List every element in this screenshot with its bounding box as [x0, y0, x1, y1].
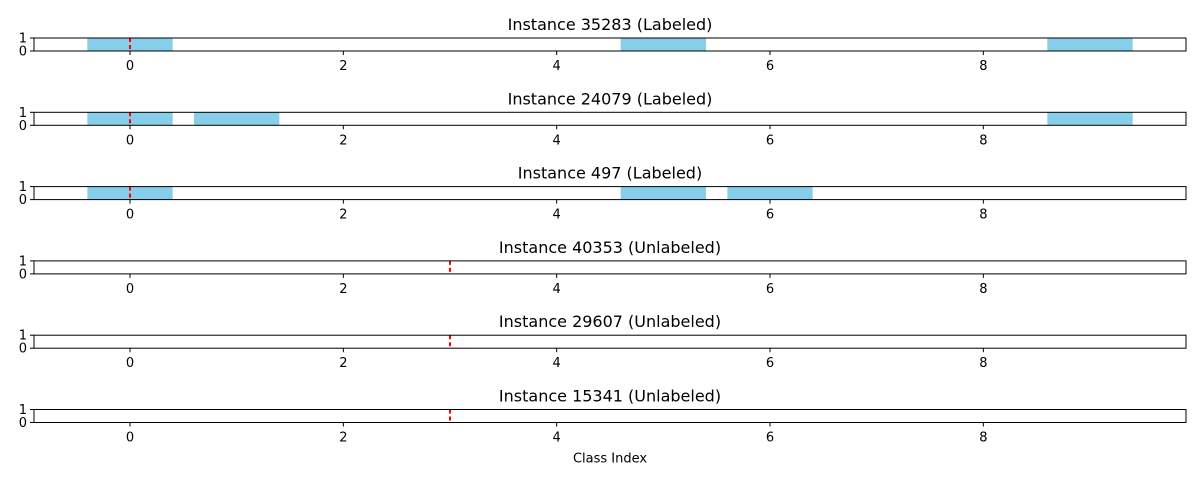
- x-tick-label: 8: [979, 282, 987, 297]
- subplot-title: Instance 35283 (Labeled): [508, 15, 713, 34]
- x-tick-label: 4: [553, 59, 561, 74]
- x-tick-label: 6: [766, 356, 774, 371]
- subplot-title: Instance 497 (Labeled): [518, 164, 702, 183]
- x-tick-label: 2: [339, 133, 347, 148]
- y-tick-label: 0: [19, 119, 27, 134]
- bar-class-6: [727, 186, 813, 200]
- y-tick-label: 0: [19, 416, 27, 431]
- bar-class-1: [194, 112, 280, 126]
- x-tick-label: 2: [339, 282, 347, 297]
- x-tick-label: 6: [766, 59, 774, 74]
- y-tick-label: 1: [19, 254, 27, 269]
- x-tick-label: 6: [766, 282, 774, 297]
- subplot-title: Instance 29607 (Unlabeled): [499, 312, 721, 331]
- x-tick-label: 0: [126, 133, 134, 148]
- y-tick-label: 0: [19, 342, 27, 357]
- x-tick-label: 4: [553, 133, 561, 148]
- x-tick-label: 8: [979, 133, 987, 148]
- plot-frame: [33, 37, 1187, 52]
- bar-class-5: [620, 186, 706, 200]
- x-tick-label: 6: [766, 133, 774, 148]
- x-axis-label: Class Index: [573, 452, 647, 467]
- x-tick-label: 0: [126, 208, 134, 223]
- subplot-title: Instance 40353 (Unlabeled): [499, 238, 721, 257]
- x-tick-label: 0: [126, 431, 134, 446]
- x-tick-label: 2: [339, 356, 347, 371]
- y-tick-label: 1: [19, 329, 27, 344]
- plot-frame: [33, 334, 1187, 349]
- bar-class-9: [1047, 112, 1133, 126]
- x-tick-label: 8: [979, 431, 987, 446]
- bar-class-9: [1047, 38, 1133, 51]
- x-tick-label: 0: [126, 59, 134, 74]
- y-tick-label: 0: [19, 267, 27, 282]
- y-tick-label: 1: [19, 403, 27, 418]
- y-tick-label: 1: [19, 106, 27, 121]
- x-tick-label: 6: [766, 208, 774, 223]
- x-tick-label: 2: [339, 59, 347, 74]
- subplot-title: Instance 15341 (Unlabeled): [499, 387, 721, 406]
- x-tick-label: 8: [979, 356, 987, 371]
- plot-frame: [33, 260, 1187, 275]
- bar-class-0: [87, 112, 173, 126]
- x-tick-label: 2: [339, 208, 347, 223]
- x-tick-label: 4: [553, 356, 561, 371]
- x-tick-label: 0: [126, 356, 134, 371]
- x-tick-label: 8: [979, 59, 987, 74]
- x-tick-label: 6: [766, 431, 774, 446]
- x-tick-label: 4: [553, 282, 561, 297]
- x-tick-label: 4: [553, 208, 561, 223]
- x-tick-label: 2: [339, 431, 347, 446]
- y-tick-label: 1: [19, 180, 27, 195]
- y-tick-label: 0: [19, 193, 27, 208]
- bar-class-5: [620, 38, 706, 51]
- plot-frame: [33, 409, 1187, 423]
- subplot-title: Instance 24079 (Labeled): [508, 89, 713, 108]
- x-tick-label: 0: [126, 282, 134, 297]
- y-tick-label: 1: [19, 32, 27, 47]
- y-tick-label: 0: [19, 45, 27, 60]
- bar-class-0: [87, 38, 173, 51]
- plot-frame: [33, 111, 1187, 126]
- bar-class-0: [87, 186, 173, 200]
- plot-frame: [33, 186, 1187, 201]
- x-tick-label: 8: [979, 208, 987, 223]
- x-tick-label: 4: [553, 431, 561, 446]
